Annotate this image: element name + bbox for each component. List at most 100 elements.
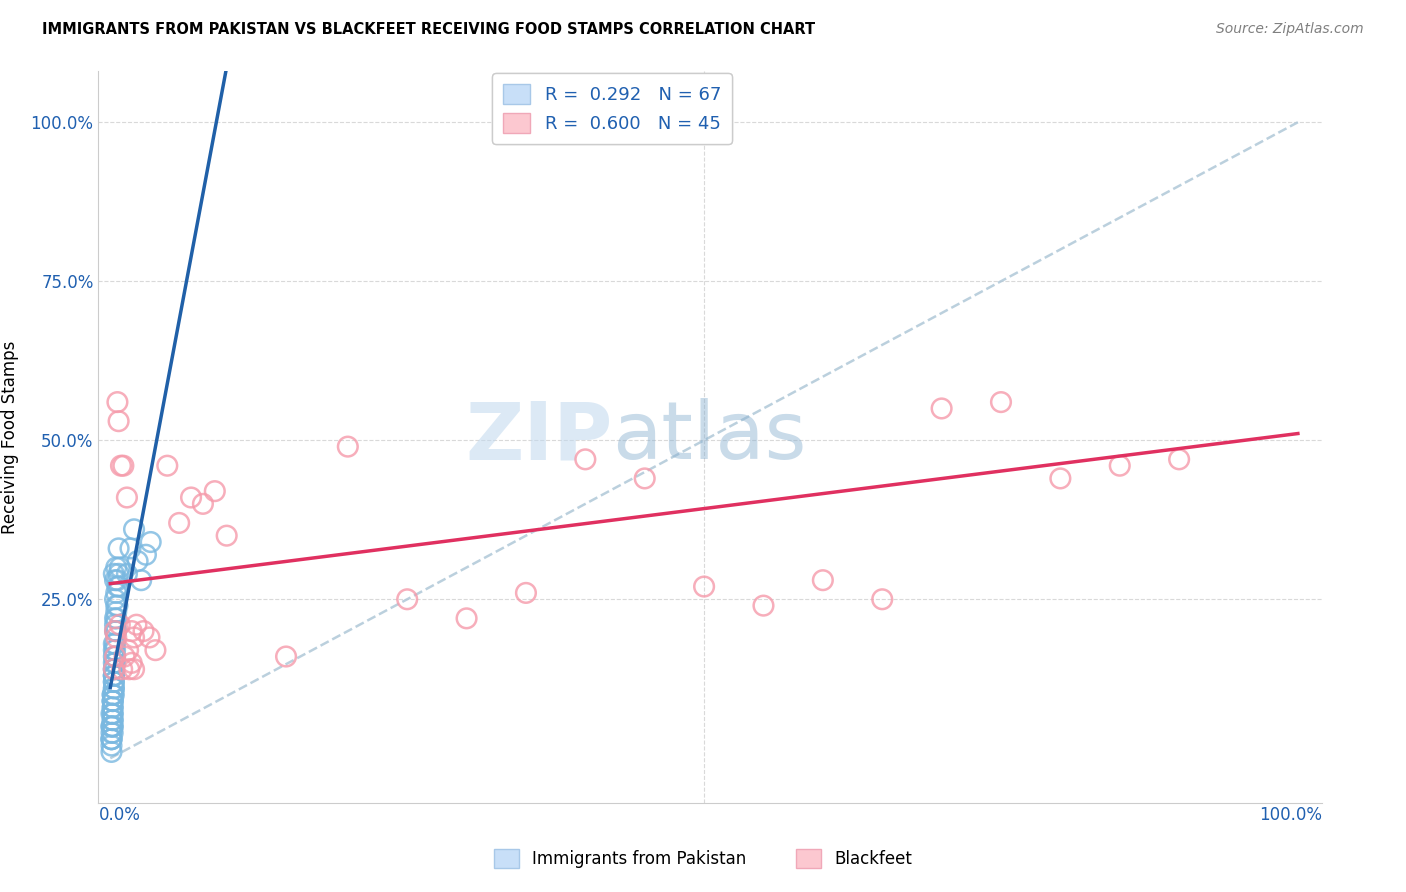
Point — [101, 694, 124, 708]
Text: 100.0%: 100.0% — [1258, 806, 1322, 824]
Point — [101, 719, 124, 733]
Text: atlas: atlas — [612, 398, 807, 476]
Point — [104, 643, 127, 657]
Point — [103, 668, 125, 682]
Point — [100, 719, 122, 733]
Point — [215, 529, 238, 543]
Legend: R =  0.292   N = 67, R =  0.600   N = 45: R = 0.292 N = 67, R = 0.600 N = 45 — [492, 73, 733, 144]
Text: Source: ZipAtlas.com: Source: ZipAtlas.com — [1216, 22, 1364, 37]
Point — [870, 592, 893, 607]
Point — [104, 649, 127, 664]
Point — [100, 706, 122, 721]
Point — [100, 732, 122, 747]
Point — [110, 458, 132, 473]
Point — [105, 624, 128, 638]
Point — [103, 566, 125, 581]
Point — [105, 611, 128, 625]
Point — [107, 573, 129, 587]
Point — [101, 688, 124, 702]
Point — [104, 656, 127, 670]
Point — [103, 675, 125, 690]
Point — [752, 599, 775, 613]
Point — [132, 624, 155, 638]
Point — [104, 611, 127, 625]
Point — [103, 681, 125, 696]
Point — [103, 668, 125, 682]
Point — [100, 719, 122, 733]
Point — [121, 656, 143, 670]
Point — [115, 566, 138, 581]
Point — [135, 548, 157, 562]
Point — [156, 458, 179, 473]
Point — [103, 662, 125, 676]
Point — [114, 649, 136, 664]
Point — [103, 637, 125, 651]
Point — [103, 675, 125, 690]
Point — [1108, 458, 1130, 473]
Point — [515, 115, 537, 129]
Point — [990, 395, 1012, 409]
Point — [931, 401, 953, 416]
Point — [101, 706, 124, 721]
Point — [100, 726, 122, 740]
Point — [118, 662, 141, 676]
Text: 0.0%: 0.0% — [98, 806, 141, 824]
Point — [101, 694, 124, 708]
Point — [180, 491, 202, 505]
Point — [125, 617, 148, 632]
Point — [104, 624, 127, 638]
Point — [101, 719, 124, 733]
Point — [104, 573, 127, 587]
Point — [634, 471, 657, 485]
Point — [111, 662, 134, 676]
Point — [515, 586, 537, 600]
Point — [121, 624, 143, 638]
Point — [104, 637, 127, 651]
Point — [112, 458, 135, 473]
Legend: Immigrants from Pakistan, Blackfeet: Immigrants from Pakistan, Blackfeet — [486, 843, 920, 875]
Point — [101, 688, 124, 702]
Point — [105, 605, 128, 619]
Point — [101, 700, 124, 714]
Point — [107, 541, 129, 556]
Point — [693, 580, 716, 594]
Point — [145, 643, 167, 657]
Point — [108, 617, 131, 632]
Point — [105, 599, 128, 613]
Point — [103, 688, 125, 702]
Point — [103, 643, 125, 657]
Text: ZIP: ZIP — [465, 398, 612, 476]
Point — [105, 631, 128, 645]
Point — [107, 580, 129, 594]
Point — [100, 745, 122, 759]
Point — [103, 681, 125, 696]
Point — [107, 599, 129, 613]
Point — [101, 713, 124, 727]
Point — [120, 541, 142, 556]
Point — [115, 491, 138, 505]
Point — [107, 395, 129, 409]
Y-axis label: Receiving Food Stamps: Receiving Food Stamps — [1, 341, 20, 533]
Point — [122, 662, 145, 676]
Point — [574, 452, 596, 467]
Point — [204, 484, 226, 499]
Point — [103, 649, 125, 664]
Point — [274, 649, 297, 664]
Point — [100, 732, 122, 747]
Point — [127, 554, 149, 568]
Point — [139, 535, 162, 549]
Point — [1049, 471, 1071, 485]
Point — [103, 662, 125, 676]
Point — [138, 631, 160, 645]
Point — [101, 726, 124, 740]
Point — [811, 573, 834, 587]
Point — [336, 440, 359, 454]
Text: IMMIGRANTS FROM PAKISTAN VS BLACKFEET RECEIVING FOOD STAMPS CORRELATION CHART: IMMIGRANTS FROM PAKISTAN VS BLACKFEET RE… — [42, 22, 815, 37]
Point — [191, 497, 214, 511]
Point — [101, 700, 124, 714]
Point — [167, 516, 190, 530]
Point — [101, 713, 124, 727]
Point — [101, 694, 124, 708]
Point — [105, 586, 128, 600]
Point — [129, 573, 152, 587]
